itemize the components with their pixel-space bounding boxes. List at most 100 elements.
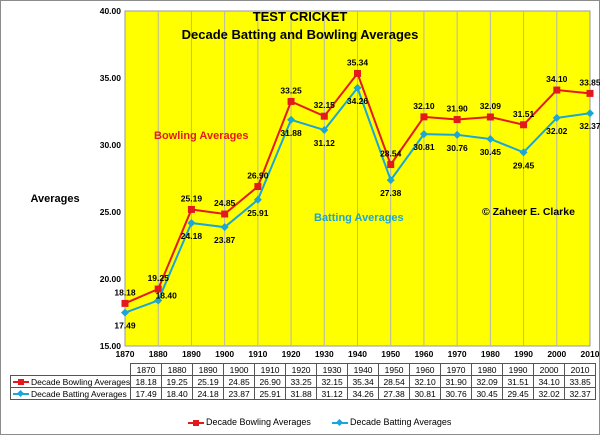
x-tick-label: 1880 — [149, 349, 168, 359]
table-header-cell: 1940 — [347, 363, 380, 376]
table-header-cell: 2000 — [533, 363, 566, 376]
y-tick-label: 25.00 — [100, 207, 122, 217]
table-cell: 34.10 — [533, 375, 566, 388]
table-cell: 25.91 — [254, 387, 287, 400]
table-cell: 25.19 — [192, 375, 225, 388]
y-tick-label: 35.00 — [100, 73, 122, 83]
bowling-data-label: 33.85 — [579, 77, 600, 87]
bowling-data-label: 18.18 — [114, 287, 136, 297]
x-tick-label: 1980 — [481, 349, 500, 359]
table-header-cell: 1990 — [502, 363, 535, 376]
x-tick-label: 1940 — [348, 349, 367, 359]
x-tick-label: 1890 — [182, 349, 201, 359]
bowling-data-label: 32.10 — [413, 101, 435, 111]
table-cell: 34.26 — [347, 387, 380, 400]
bowling-square-marker-icon — [188, 419, 204, 427]
copyright-annotation: © Zaheer E. Clarke — [482, 206, 575, 218]
batting-point — [220, 223, 229, 232]
bowling-point — [387, 161, 395, 169]
legend: Decade Bowling Averages Decade Batting A… — [0, 415, 600, 431]
table-cell: 32.10 — [409, 375, 442, 388]
bowling-data-label: 25.19 — [181, 193, 203, 203]
batting-data-label: 34.26 — [347, 96, 369, 106]
legend-label-batting: Decade Batting Averages — [350, 417, 452, 427]
table-cell: 31.12 — [316, 387, 349, 400]
bowling-point — [420, 113, 428, 121]
bowling-point — [287, 97, 295, 105]
table-series-name: Decade Batting Averages — [31, 388, 127, 399]
batting-point — [187, 218, 196, 227]
bowling-point — [553, 86, 561, 94]
batting-point — [486, 134, 495, 143]
batting-data-label: 17.49 — [114, 321, 136, 331]
table-header-cell: 1950 — [378, 363, 411, 376]
table-row: Decade Batting Averages 17.49 18.40 24.18 23… — [9, 387, 597, 400]
table-cell: 32.15 — [316, 375, 349, 388]
x-tick-label: 1900 — [215, 349, 234, 359]
batting-diamond-marker-icon — [332, 418, 348, 427]
table-cell: 31.90 — [440, 375, 473, 388]
x-tick-label: 1990 — [514, 349, 533, 359]
x-tick-label: 1950 — [381, 349, 400, 359]
table-cell: 35.34 — [347, 375, 380, 388]
batting-point — [586, 109, 594, 118]
table-cell: 30.45 — [471, 387, 504, 400]
table-cell: 18.40 — [161, 387, 194, 400]
bowling-point — [254, 183, 262, 191]
x-tick-label: 2000 — [547, 349, 566, 359]
table-header-row: 1870 1880 1890 1900 1910 1920 1930 1940 1950 1960… — [11, 363, 597, 376]
bowling-point — [520, 121, 528, 129]
bowling-square-marker-icon — [13, 378, 29, 386]
bowling-point — [221, 210, 229, 218]
bowling-point — [354, 69, 361, 77]
x-tick-label: 1870 — [116, 349, 135, 359]
bowling-data-label: 32.09 — [480, 101, 502, 111]
batting-point — [253, 195, 262, 204]
table-row: Decade Bowling Averages 18.18 19.25 25.19 24… — [9, 375, 597, 388]
batting-data-label: 23.87 — [214, 235, 236, 245]
x-tick-label: 2010 — [581, 349, 600, 359]
batting-data-label: 30.76 — [447, 143, 469, 153]
bowling-point — [121, 299, 129, 307]
bowling-data-label: 34.10 — [546, 74, 568, 84]
bowling-point — [154, 285, 162, 293]
batting-data-label: 27.38 — [380, 188, 402, 198]
batting-diamond-marker-icon — [13, 390, 29, 398]
table-header-cell: 1970 — [440, 363, 473, 376]
table-cell: 28.54 — [378, 375, 411, 388]
y-tick-label: 40.00 — [100, 6, 122, 16]
bowling-point — [586, 89, 594, 97]
table-header-cell: 1980 — [471, 363, 504, 376]
table-cell: 30.81 — [409, 387, 442, 400]
table-cell: 33.85 — [564, 375, 597, 388]
bowling-averages-annotation: Bowling Averages — [154, 130, 249, 142]
table-header-cell: 1920 — [285, 363, 318, 376]
bowling-data-label: 24.85 — [214, 198, 236, 208]
table-header-cell: 1880 — [161, 363, 194, 376]
batting-point — [287, 115, 296, 124]
table-cell: 32.02 — [533, 387, 566, 400]
x-tick-label: 1910 — [248, 349, 267, 359]
bowling-data-label: 28.54 — [380, 149, 402, 159]
chart-subtitle: Decade Batting and Bowling Averages — [182, 27, 419, 42]
x-tick-label: 1970 — [448, 349, 467, 359]
data-table: 1870 1880 1890 1900 1910 1920 1930 1940 1950 1960… — [9, 363, 597, 400]
batting-point — [453, 130, 462, 139]
bowling-data-label: 19.25 — [148, 273, 170, 283]
table-cell: 29.45 — [502, 387, 535, 400]
table-header-cell: 1930 — [316, 363, 349, 376]
y-axis-title: Averages — [30, 193, 79, 205]
table-cell: 33.25 — [285, 375, 318, 388]
batting-data-label: 31.88 — [280, 128, 302, 138]
bowling-data-label: 31.51 — [513, 109, 535, 119]
batting-data-label: 32.37 — [579, 121, 600, 131]
batting-point — [121, 308, 129, 317]
y-tick-label: 20.00 — [100, 274, 122, 284]
table-header-cell: 1900 — [223, 363, 256, 376]
table-cell: 23.87 — [223, 387, 256, 400]
batting-data-label: 30.81 — [413, 142, 435, 152]
table-cell: 24.18 — [192, 387, 225, 400]
y-tick-label: 15.00 — [100, 341, 122, 351]
legend-item-batting: Decade Batting Averages — [332, 417, 451, 427]
batting-data-label: 31.12 — [314, 138, 336, 148]
